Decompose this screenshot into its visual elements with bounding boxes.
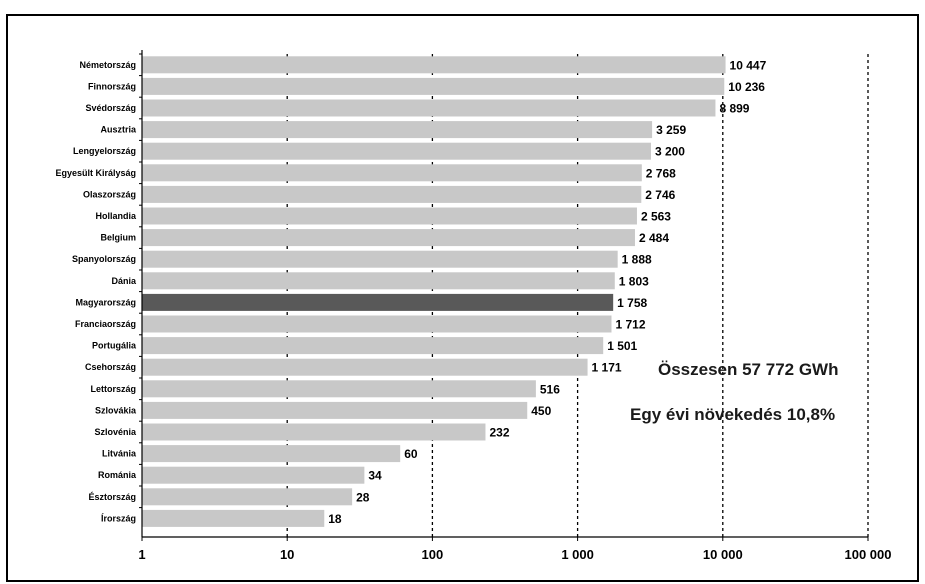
- value-label: 10 236: [728, 80, 765, 94]
- bar: [142, 229, 635, 247]
- x-tick-label: 100: [422, 547, 444, 562]
- bar: [142, 185, 642, 203]
- category-label: Románia: [98, 470, 137, 480]
- bar: [142, 121, 653, 139]
- category-label: Magyarország: [75, 297, 136, 307]
- chart-frame: Németország Finnország Svédország Ausztria L…: [6, 14, 919, 582]
- annotation-total: Összesen 57 772 GWh: [658, 360, 838, 379]
- value-label: 18: [328, 512, 342, 526]
- bars: [142, 56, 726, 527]
- category-label: Svédország: [85, 103, 136, 113]
- category-label: Lengyelország: [73, 146, 136, 156]
- bar: [142, 509, 325, 527]
- value-label: 1 171: [592, 361, 622, 375]
- value-label: 2 746: [645, 188, 675, 202]
- category-labels: Németország Finnország Svédország Ausztria L…: [55, 60, 137, 524]
- bar: [142, 423, 486, 441]
- value-label: 1 888: [622, 253, 652, 267]
- bar-chart: Németország Finnország Svédország Ausztria L…: [55, 50, 892, 562]
- category-label: Észtország: [88, 492, 136, 502]
- bar: [142, 380, 536, 398]
- bar: [142, 142, 651, 160]
- x-tick-label: 10 000: [703, 547, 743, 562]
- bar: [142, 401, 528, 419]
- category-label: Csehország: [85, 362, 136, 372]
- bar: [142, 164, 642, 182]
- value-label: 8 899: [719, 102, 749, 116]
- category-label: Belgium: [100, 233, 136, 243]
- value-label: 34: [368, 469, 382, 483]
- category-label: Lettország: [90, 384, 136, 394]
- category-label: Litvánia: [102, 449, 137, 459]
- value-label: 1 803: [619, 274, 649, 288]
- value-label: 28: [356, 490, 370, 504]
- category-label: Spanyolország: [72, 254, 136, 264]
- value-label: 450: [531, 404, 551, 418]
- value-labels: 10 447 10 236 8 899 3 259 3 200 2 768 2 746 2 5…: [328, 58, 766, 526]
- bar: [142, 272, 615, 290]
- category-label: Hollandia: [95, 211, 136, 221]
- value-label: 3 200: [655, 145, 685, 159]
- value-label: 516: [540, 382, 560, 396]
- category-label: Finnország: [88, 81, 136, 91]
- annotation-growth: Egy évi növekedés 10,8%: [630, 405, 835, 424]
- value-label: 3 259: [656, 123, 686, 137]
- bar: [142, 293, 614, 311]
- bar: [142, 488, 353, 506]
- bar: [142, 315, 612, 333]
- x-tick-label: 1 000: [561, 547, 594, 562]
- value-label: 60: [404, 447, 418, 461]
- bar: [142, 207, 637, 225]
- x-tick-labels: 1 10 100 1 000 10 000 100 000: [138, 547, 891, 562]
- bar: [142, 99, 716, 117]
- value-label: 10 447: [730, 58, 767, 72]
- value-label: 2 563: [641, 210, 671, 224]
- value-label: 1 501: [607, 339, 637, 353]
- bar: [142, 466, 365, 484]
- bar: [142, 250, 618, 268]
- bar: [142, 56, 726, 74]
- x-tick-label: 1: [138, 547, 145, 562]
- bar: [142, 337, 604, 355]
- category-label: Egyesült Királyság: [55, 168, 136, 178]
- x-tick-label: 100 000: [845, 547, 892, 562]
- category-label: Németország: [79, 60, 136, 70]
- value-label: 2 484: [639, 231, 669, 245]
- value-label: 1 712: [616, 318, 646, 332]
- bar: [142, 358, 588, 376]
- category-label: Írország: [101, 513, 136, 523]
- category-label: Olaszország: [83, 189, 136, 199]
- bar: [142, 445, 401, 463]
- value-label: 2 768: [646, 166, 676, 180]
- axes: [139, 50, 869, 541]
- category-label: Szlovákia: [95, 405, 137, 415]
- bar: [142, 77, 725, 95]
- category-label: Szlovénia: [94, 427, 137, 437]
- value-label: 232: [489, 426, 509, 440]
- x-tick-label: 10: [280, 547, 294, 562]
- category-label: Portugália: [92, 341, 137, 351]
- category-label: Ausztria: [100, 125, 137, 135]
- category-label: Dánia: [111, 276, 137, 286]
- category-label: Franciaország: [75, 319, 136, 329]
- value-label: 1 758: [617, 296, 647, 310]
